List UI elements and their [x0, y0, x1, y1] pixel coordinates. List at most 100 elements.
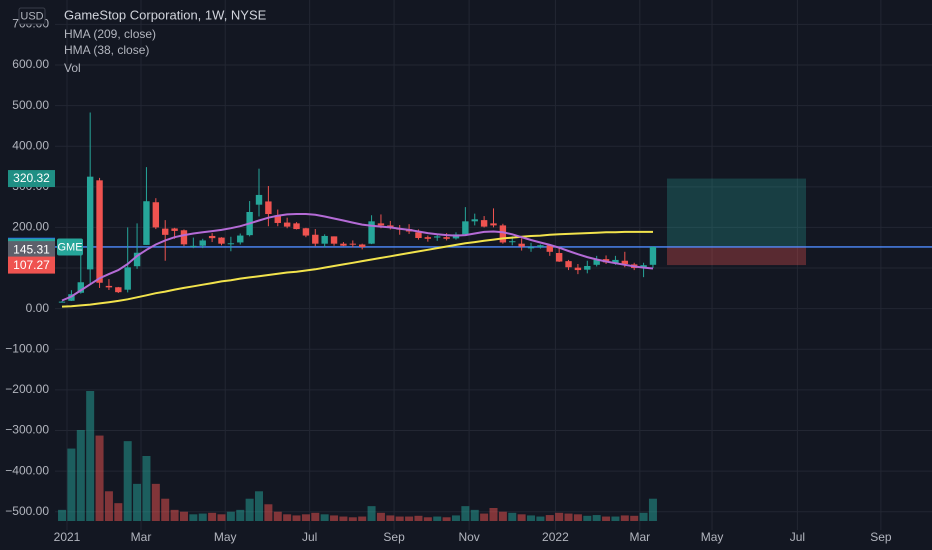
candle-body [190, 245, 197, 247]
volume-bar [170, 509, 179, 521]
candle-body [593, 259, 600, 265]
candle-body [283, 222, 291, 227]
currency-box [18, 7, 46, 25]
volume-bar [611, 516, 620, 521]
symbol-tag-box [57, 238, 83, 256]
volume-bar [208, 512, 217, 521]
legend-entry: HMA (38, close) [64, 43, 149, 57]
candle-body [302, 228, 310, 236]
x-tick-label: May [214, 530, 237, 544]
y-tick-label: −300.00 [5, 423, 49, 437]
y-tick-label: 200.00 [12, 220, 49, 234]
volume-bar [236, 509, 245, 521]
volume-bar [348, 517, 357, 521]
x-tick-label: 2021 [54, 530, 81, 544]
candle-body [527, 247, 535, 249]
currency: USD [20, 10, 43, 22]
candle-body [105, 285, 113, 288]
volume-bar [339, 516, 348, 521]
volume-bar [179, 511, 188, 521]
candle-body [349, 243, 357, 245]
candle-body [180, 230, 188, 245]
candle-body [237, 235, 244, 243]
candle-body [274, 215, 281, 223]
volume-bar [330, 515, 339, 521]
volume-bar [376, 512, 385, 521]
volume-bar [189, 514, 198, 521]
x-tick-label: Jul [302, 530, 317, 544]
y-tick-label: 600.00 [12, 57, 49, 71]
volume-bar [620, 515, 629, 521]
volume-bar [564, 513, 573, 521]
volume-bar [226, 511, 235, 521]
candle-body [649, 246, 657, 265]
volume-bar [489, 508, 498, 521]
volume-bar [245, 498, 254, 521]
candle-body [471, 219, 478, 222]
volume-bar [386, 515, 395, 521]
candle-body [358, 244, 366, 247]
candle-body [640, 265, 647, 268]
volume-bar [433, 516, 442, 521]
volume-pane [58, 391, 657, 521]
candle-body [621, 260, 629, 264]
y-tick-label: −400.00 [5, 463, 49, 477]
legend-entry: Vol [64, 61, 81, 75]
candle-body [509, 241, 516, 243]
candle-body [208, 235, 216, 239]
price-pane [55, 112, 932, 308]
candle-body [537, 245, 544, 247]
candle-body [133, 252, 141, 267]
volume-bar [630, 515, 639, 521]
candle-body [265, 201, 272, 215]
volume-bar [76, 430, 85, 521]
volume-bar [367, 506, 376, 521]
candle-body [612, 259, 619, 264]
y-tick-label: −200.00 [5, 382, 49, 396]
candle-body [424, 237, 432, 239]
x-tick-label: 2022 [542, 530, 569, 544]
volume-bar [536, 516, 545, 521]
candle-body [565, 261, 572, 268]
candle-body [555, 253, 563, 262]
y-tick-label: 0.00 [26, 301, 50, 315]
volume-bar [151, 483, 160, 521]
volume-bar [573, 514, 582, 521]
candle-body [443, 237, 450, 239]
position-stop-zone [667, 246, 806, 266]
volume-bar [161, 498, 170, 521]
volume-bar [142, 456, 151, 521]
price-label: 145.31 [13, 242, 50, 256]
indicator-line [61, 230, 653, 308]
legend-entry: HMA (209, close) [64, 27, 156, 41]
candle-body [480, 220, 488, 227]
volume-bar [133, 483, 142, 521]
candle-body [86, 176, 94, 270]
volume-bar [555, 512, 564, 521]
volume-bar [95, 435, 104, 521]
volume-bar [414, 515, 423, 521]
candle-body [218, 237, 225, 244]
volume-bar [104, 491, 113, 521]
candle-body [368, 221, 375, 244]
candle-body [415, 232, 422, 238]
candle-body [584, 266, 591, 270]
volume-bar [123, 441, 132, 521]
volume-bar [358, 516, 367, 521]
candle-body [58, 301, 66, 303]
candle-body [462, 221, 469, 235]
volume-bar [264, 504, 273, 521]
indicator-line [61, 213, 654, 302]
candle-body [340, 243, 347, 246]
volume-bar [320, 514, 329, 521]
volume-bar [592, 515, 601, 521]
candle-body [330, 236, 338, 244]
volume-bar [602, 516, 611, 521]
x-tick-label: Sep [383, 530, 405, 544]
x-tick-label: Jul [790, 530, 805, 544]
volume-bar [86, 391, 95, 521]
price-label-box [8, 170, 55, 188]
candle-body [499, 225, 507, 243]
